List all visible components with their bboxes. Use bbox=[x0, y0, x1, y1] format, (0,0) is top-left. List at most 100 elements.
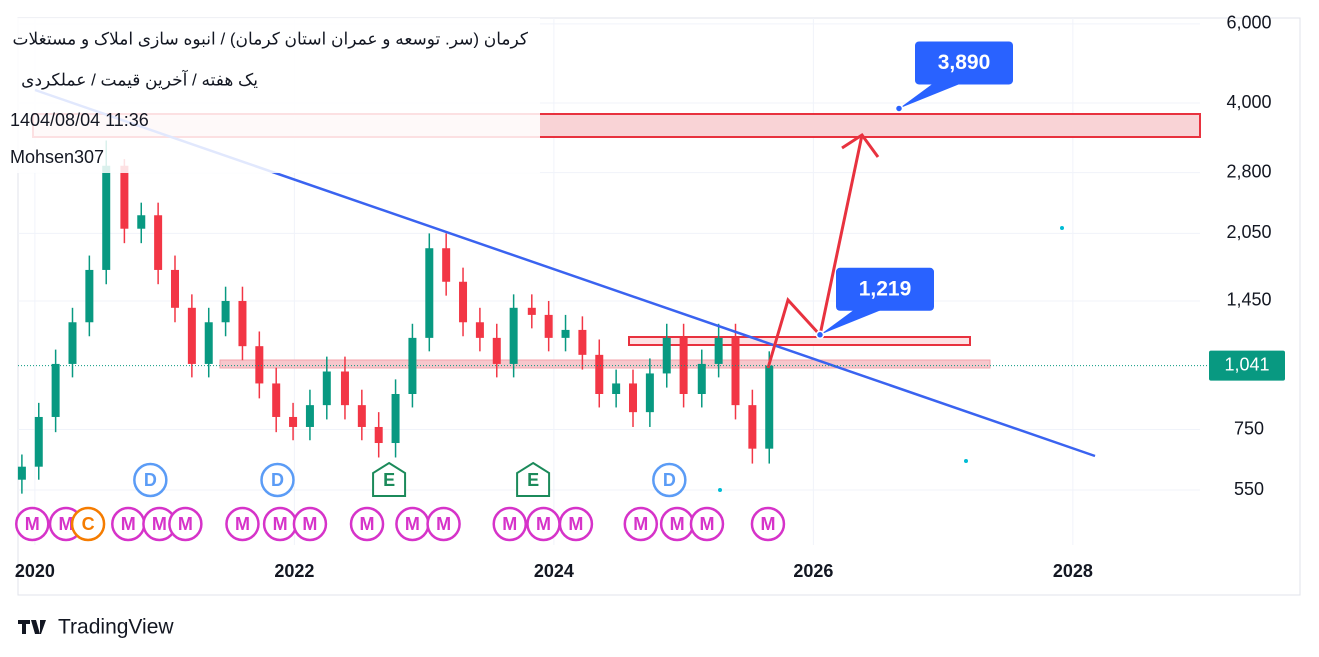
event-label: M bbox=[152, 514, 167, 534]
candle-body bbox=[187, 307, 196, 364]
candle-body bbox=[492, 337, 501, 364]
event-label: M bbox=[360, 514, 375, 534]
resistance-zone bbox=[628, 336, 971, 346]
candle-body bbox=[374, 426, 383, 444]
y-tick-label: 4,000 bbox=[1226, 92, 1271, 112]
y-tick-label: 750 bbox=[1234, 418, 1264, 438]
candle-body bbox=[679, 337, 688, 394]
candle-body bbox=[391, 393, 400, 444]
event-label: D bbox=[663, 470, 676, 490]
candle-body bbox=[748, 405, 757, 449]
candle-body bbox=[272, 383, 281, 417]
candle-body bbox=[221, 300, 230, 323]
candle-body bbox=[475, 322, 484, 338]
event-label: M bbox=[121, 514, 136, 534]
chart-title: کرمان (سر. توسعه و عمران استان کرمان) / … bbox=[12, 29, 528, 49]
axes: 550 750 1,450 2,050 2,800 4,000 6,000 2020 2022 2… bbox=[15, 13, 1285, 581]
chart-subtitle: یک هفته / آخرین قیمت / عملکردی bbox=[21, 68, 258, 90]
candle-body bbox=[17, 466, 26, 480]
candle-body bbox=[255, 346, 264, 384]
callout-box bbox=[915, 41, 1013, 85]
candle-body bbox=[442, 248, 451, 282]
event-marker bbox=[492, 506, 527, 542]
last-price-box bbox=[1209, 350, 1285, 381]
candle-body bbox=[85, 269, 94, 323]
candle-body bbox=[645, 373, 654, 413]
candle-body bbox=[204, 322, 213, 364]
x-tick-label: 2022 bbox=[274, 561, 314, 581]
projection-arrow bbox=[766, 134, 864, 369]
candle-body bbox=[408, 337, 417, 394]
candle-body bbox=[322, 371, 331, 406]
event-marker bbox=[372, 461, 407, 497]
candle-body bbox=[68, 322, 77, 364]
candle-body bbox=[595, 354, 604, 394]
event-label: M bbox=[568, 514, 583, 534]
candle-body bbox=[578, 329, 587, 355]
event-marker bbox=[70, 506, 106, 542]
candles bbox=[17, 140, 774, 494]
event-label: E bbox=[383, 470, 395, 490]
y-tick-label: 1,450 bbox=[1226, 290, 1271, 310]
event-label: M bbox=[699, 514, 714, 534]
x-tick-label: 2020 bbox=[15, 561, 55, 581]
candle-body bbox=[629, 383, 638, 413]
timestamp: 1404/08/04 11:36 bbox=[10, 110, 149, 130]
candle-body bbox=[697, 363, 706, 394]
candle-body bbox=[765, 365, 774, 449]
event-marker bbox=[623, 506, 659, 542]
dot bbox=[718, 488, 722, 492]
candle-body bbox=[102, 165, 111, 270]
x-tick-label: 2028 bbox=[1053, 561, 1093, 581]
candle-body bbox=[357, 405, 366, 427]
y-tick-label: 550 bbox=[1234, 479, 1264, 499]
event-label: C bbox=[82, 514, 95, 534]
event-label: M bbox=[633, 514, 648, 534]
author: Mohsen307 bbox=[10, 147, 104, 167]
event-label: M bbox=[536, 514, 551, 534]
event-label: M bbox=[178, 514, 193, 534]
y-tick-label: 2,050 bbox=[1226, 222, 1271, 242]
event-marker bbox=[750, 506, 786, 542]
event-label: M bbox=[59, 514, 74, 534]
candle-body bbox=[137, 215, 146, 229]
callouts: 3,890 1,219 bbox=[815, 41, 1013, 340]
candle-body bbox=[509, 307, 518, 364]
last-price-label: 1,041 bbox=[1224, 354, 1269, 374]
event-marker bbox=[15, 506, 50, 542]
event-marker bbox=[426, 506, 461, 542]
candle-body bbox=[305, 405, 314, 427]
event-marker bbox=[558, 506, 594, 542]
candle-body bbox=[340, 371, 349, 406]
arrow-head bbox=[841, 132, 880, 158]
support-zone bbox=[219, 359, 991, 369]
candle-body bbox=[714, 337, 723, 364]
callout-label: 3,890 bbox=[938, 51, 991, 74]
candle-body bbox=[459, 281, 468, 323]
candle-body bbox=[51, 363, 60, 417]
candle-body bbox=[544, 314, 553, 338]
event-label: M bbox=[502, 514, 517, 534]
callout-point bbox=[815, 330, 825, 340]
event-label: M bbox=[302, 514, 317, 534]
x-tick-label: 2026 bbox=[793, 561, 833, 581]
event-marker bbox=[168, 506, 203, 542]
candle-body bbox=[527, 307, 536, 315]
y-tick-label: 2,800 bbox=[1226, 161, 1271, 181]
candle-body bbox=[238, 300, 247, 347]
candle-body bbox=[425, 248, 434, 338]
candle-body bbox=[154, 215, 163, 270]
candle-body bbox=[170, 269, 179, 308]
event-marker bbox=[260, 462, 295, 498]
callout-label: 1,219 bbox=[859, 277, 912, 300]
events: D D E E DM M C M M M M M M M M M M M M M M M M bbox=[15, 461, 786, 542]
event-marker bbox=[652, 462, 687, 498]
event-label: D bbox=[144, 470, 157, 490]
event-label: M bbox=[235, 514, 250, 534]
brand: TradingView bbox=[58, 616, 174, 639]
event-marker bbox=[133, 462, 168, 498]
callout-pointer bbox=[820, 309, 882, 335]
candle-body bbox=[731, 337, 740, 406]
x-tick-label: 2024 bbox=[534, 561, 574, 581]
